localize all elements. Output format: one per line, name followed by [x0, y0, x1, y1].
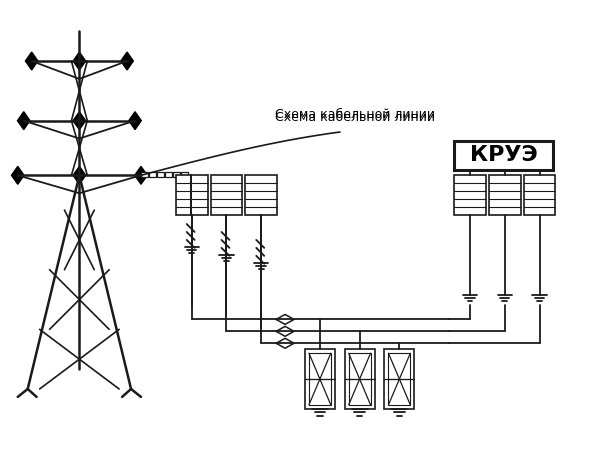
Polygon shape	[73, 166, 86, 184]
Bar	[149, 172, 156, 177]
Bar	[345, 349, 374, 409]
Bar	[349, 353, 371, 405]
Polygon shape	[73, 52, 86, 70]
Bar	[165, 172, 172, 177]
Bar	[157, 172, 164, 177]
Bar	[388, 353, 410, 405]
Bar	[454, 140, 553, 171]
Polygon shape	[73, 112, 86, 130]
Bar	[181, 172, 188, 177]
Polygon shape	[129, 112, 141, 130]
Bar	[489, 176, 521, 215]
Bar	[524, 176, 556, 215]
Bar	[454, 176, 486, 215]
Text: КРУЭ: КРУЭ	[470, 145, 538, 166]
Polygon shape	[11, 166, 24, 184]
Bar	[309, 353, 331, 405]
Bar	[173, 172, 180, 177]
Bar	[176, 176, 208, 215]
Bar	[245, 176, 277, 215]
Polygon shape	[17, 112, 30, 130]
Bar	[211, 176, 242, 215]
Text: Схема кабельной линии: Схема кабельной линии	[275, 108, 435, 121]
Text: Схема кабельной линии: Схема кабельной линии	[275, 111, 435, 124]
Polygon shape	[25, 52, 38, 70]
Bar	[305, 349, 335, 409]
Bar	[385, 349, 414, 409]
Polygon shape	[121, 52, 133, 70]
Polygon shape	[135, 166, 147, 184]
Bar	[141, 172, 148, 177]
